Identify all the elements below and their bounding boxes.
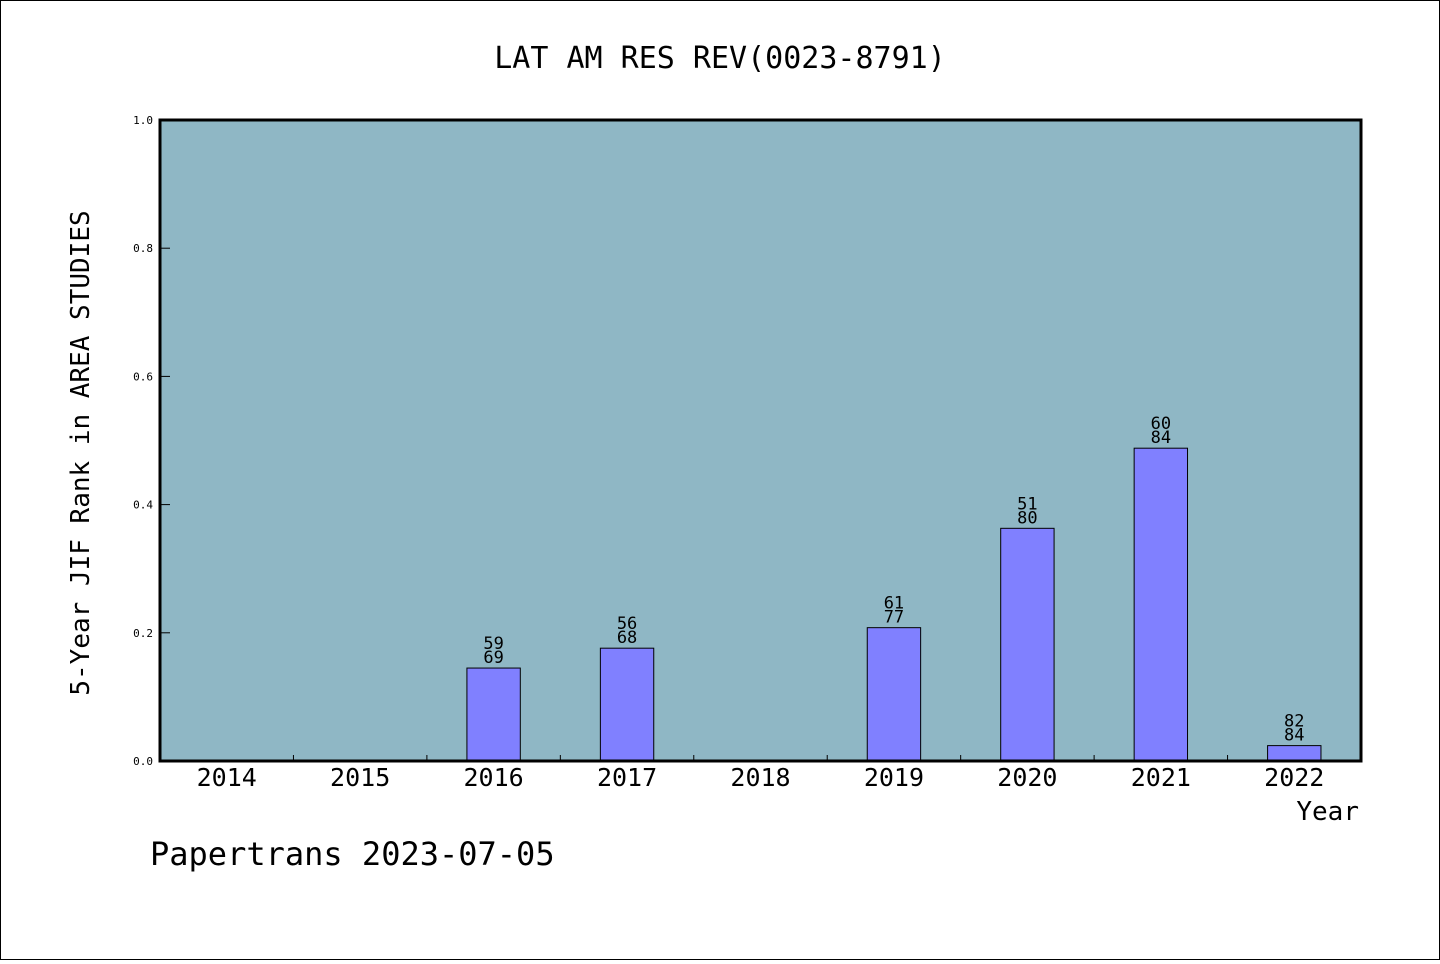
x-axis: 2014 2015 2016 2017 2018 2019 2020 2021 2022 — [197, 755, 1324, 792]
x-tick-label-2021: 2021 — [1131, 763, 1191, 792]
data-label-rank-2022: 82 — [1284, 712, 1304, 732]
plot-border — [158, 118, 1363, 763]
x-tick-label-2018: 2018 — [730, 763, 790, 792]
data-label-rank-2020: 51 — [1017, 494, 1037, 514]
bar-2017 — [599, 647, 655, 762]
data-label-total-2016: 69 — [483, 648, 503, 668]
x-tick-label-2016: 2016 — [464, 763, 524, 792]
data-label-total-2021: 84 — [1151, 428, 1171, 448]
x-tick-label-2020: 2020 — [997, 763, 1057, 792]
y-tick-label-0.2: 0.2 — [133, 627, 153, 640]
y-axis-label: 5-Year JIF Rank in AREA STUDIES — [66, 210, 96, 695]
y-tick-label-1.0: 1.0 — [133, 114, 153, 127]
y-tick-label-0.8: 0.8 — [133, 242, 153, 255]
y-axis: 0.0 0.2 0.4 0.6 0.8 1.0 — [133, 114, 170, 768]
x-tick-label-2014: 2014 — [197, 763, 257, 792]
data-label-rank-2019: 61 — [884, 594, 904, 614]
data-label-rank-2017: 56 — [617, 614, 637, 634]
data-label-total-2022: 84 — [1284, 726, 1304, 746]
bar-2021 — [1133, 447, 1189, 762]
y-tick-label-0.6: 0.6 — [133, 370, 153, 383]
bars-group — [466, 447, 1322, 762]
x-tick-label-2022: 2022 — [1264, 763, 1324, 792]
x-tick-label-2017: 2017 — [597, 763, 657, 792]
data-label-total-2017: 68 — [617, 628, 637, 648]
x-tick-label-2019: 2019 — [864, 763, 924, 792]
x-axis-label: Year — [1296, 797, 1359, 827]
bar-2020 — [1000, 527, 1055, 762]
y-tick-label-0.4: 0.4 — [133, 499, 153, 512]
bar-2016 — [466, 667, 521, 762]
data-label-rank-2016: 59 — [483, 634, 503, 654]
bar-2022 — [1267, 745, 1322, 762]
data-label-rank-2021: 60 — [1151, 414, 1171, 434]
footer-text: Papertrans 2023-07-05 — [150, 835, 555, 873]
bar-2019 — [866, 627, 922, 762]
x-tick-label-2015: 2015 — [330, 763, 390, 792]
chart-title: LAT AM RES REV(0023-8791) — [494, 41, 946, 76]
data-label-total-2019: 77 — [884, 608, 904, 628]
y-tick-label-0.0: 0.0 — [133, 755, 153, 768]
data-label-total-2020: 80 — [1017, 508, 1037, 528]
